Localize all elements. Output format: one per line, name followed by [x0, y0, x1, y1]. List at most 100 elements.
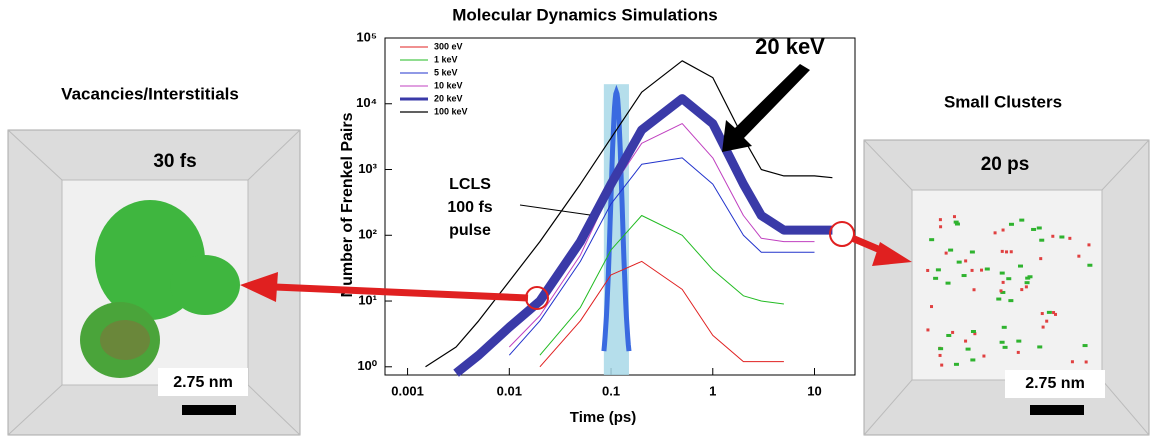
- defect: [1002, 345, 1008, 349]
- annotation: 20 keV: [755, 34, 825, 59]
- defect: [1008, 222, 1014, 226]
- defect: [973, 332, 977, 336]
- y-tick-label: 10⁰: [357, 358, 377, 373]
- defect: [993, 231, 997, 235]
- defect: [1001, 280, 1005, 284]
- defect: [926, 268, 930, 272]
- defect: [1084, 360, 1088, 364]
- panel-time: 20 ps: [981, 154, 1030, 175]
- defect: [1040, 312, 1044, 316]
- defect: [1017, 264, 1023, 268]
- legend-label: 5 keV: [434, 67, 458, 77]
- defect: [1001, 228, 1005, 232]
- defect: [1051, 234, 1055, 238]
- defect: [951, 330, 955, 334]
- y-tick-label: 10¹: [358, 292, 377, 307]
- defect: [1001, 325, 1007, 329]
- defect: [935, 268, 941, 272]
- y-tick-label: 10³: [358, 161, 377, 176]
- defect: [1087, 243, 1091, 247]
- legend-label: 10 keV: [434, 80, 463, 90]
- annotation: LCLS: [449, 176, 491, 193]
- defect: [984, 267, 990, 271]
- defect: [1036, 226, 1042, 230]
- legend-label: 300 eV: [434, 41, 463, 51]
- y-tick-label: 10²: [358, 227, 377, 242]
- defect: [953, 220, 959, 224]
- defect: [953, 362, 959, 366]
- defect: [940, 363, 944, 367]
- defect: [1005, 250, 1009, 254]
- panel-title: Vacancies/Interstitials: [61, 84, 239, 103]
- defect: [929, 238, 935, 242]
- defect: [1045, 319, 1049, 323]
- y-axis-label: Number of Frenkel Pairs: [339, 112, 356, 297]
- panel-title: Small Clusters: [944, 92, 1062, 111]
- defect: [972, 288, 976, 292]
- scale-label: 2.75 nm: [173, 374, 233, 391]
- defect: [1019, 218, 1025, 222]
- defect: [1046, 310, 1052, 314]
- defect: [964, 339, 968, 343]
- y-tick-label: 10⁵: [356, 29, 377, 44]
- legend-label: 100 keV: [434, 106, 468, 116]
- defect: [1054, 312, 1058, 316]
- arrow: [722, 64, 810, 152]
- defect: [969, 250, 975, 254]
- series-line: [453, 94, 833, 377]
- defect: [933, 276, 939, 280]
- annotation: pulse: [449, 222, 491, 239]
- defect: [1039, 257, 1043, 261]
- defect: [1016, 350, 1020, 354]
- defect: [956, 260, 962, 264]
- defect: [999, 271, 1005, 275]
- series-line: [425, 60, 833, 368]
- series-line: [508, 123, 815, 348]
- defect: [1016, 339, 1022, 343]
- defect: [938, 353, 942, 357]
- pointer: [519, 204, 591, 216]
- defect: [1077, 254, 1081, 258]
- defect: [926, 328, 930, 332]
- defect: [930, 305, 934, 309]
- defect: [1068, 236, 1072, 240]
- left-panel: [7, 129, 301, 436]
- defect: [1000, 249, 1004, 253]
- series-line: [539, 215, 784, 356]
- label-clip: [330, 40, 340, 380]
- defect: [965, 347, 971, 351]
- y-tick-label: 10⁴: [356, 95, 377, 110]
- defect: [1087, 263, 1093, 267]
- chart-title: Molecular Dynamics Simulations: [452, 5, 717, 24]
- defect: [1020, 288, 1024, 292]
- defect: [1008, 299, 1014, 303]
- series-line: [508, 157, 815, 356]
- defect: [970, 268, 974, 272]
- x-tick-label: 0.001: [391, 383, 424, 398]
- x-tick-label: 0.01: [497, 383, 522, 398]
- annotation: 100 fs: [447, 199, 492, 216]
- x-tick-label: 0.1: [602, 383, 620, 398]
- pulse: [601, 84, 632, 352]
- defect: [980, 268, 984, 272]
- right-panel: [863, 139, 1150, 436]
- legend-label: 1 keV: [434, 54, 458, 64]
- defect: [1027, 275, 1033, 279]
- panel-time: 30 fs: [153, 151, 196, 172]
- defect: [952, 215, 956, 219]
- plot: 0.001 0.01 0.1 1 10 10⁰ 10¹ 10² 10³ 10⁴ 10⁵ 300 eV 1…: [356, 29, 833, 398]
- defect: [938, 347, 944, 351]
- defect: [1000, 290, 1006, 294]
- x-tick-label: 10: [807, 383, 821, 398]
- defect: [1052, 311, 1056, 315]
- defect: [970, 329, 976, 333]
- defect: [1082, 344, 1088, 348]
- defect: [938, 218, 942, 222]
- defect: [996, 297, 1002, 301]
- defect: [1037, 345, 1043, 349]
- defect: [1041, 325, 1045, 329]
- defect: [1059, 235, 1065, 239]
- defect: [1024, 281, 1030, 285]
- defect: [948, 248, 954, 252]
